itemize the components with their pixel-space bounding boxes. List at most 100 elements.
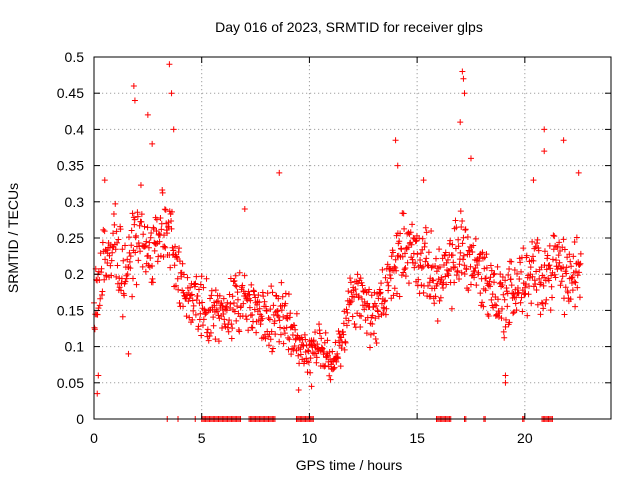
data-point: [324, 352, 331, 359]
data-point: [560, 236, 567, 243]
data-point: [547, 265, 554, 272]
data-point: [412, 260, 419, 267]
data-point: [106, 252, 113, 259]
data-point: [396, 238, 403, 245]
data-point: [164, 230, 171, 237]
data-point: [571, 278, 578, 285]
data-point: [153, 227, 160, 234]
data-point: [245, 288, 252, 295]
data-point: [213, 298, 220, 305]
data-point: [291, 322, 298, 329]
data-point: [444, 256, 451, 263]
data-point: [567, 258, 574, 265]
data-point: [180, 303, 187, 310]
data-point: [216, 292, 223, 299]
data-point: [477, 290, 484, 297]
data-point: [462, 226, 469, 233]
data-point: [524, 312, 531, 319]
data-point: [494, 263, 501, 270]
data-point: [283, 315, 290, 322]
data-point: [390, 249, 397, 256]
data-point: [442, 249, 449, 256]
data-point: [525, 291, 532, 298]
data-point: [434, 317, 441, 324]
data-point: [101, 276, 108, 283]
data-point: [408, 241, 415, 248]
data-point: [392, 264, 399, 271]
data-point: [111, 221, 118, 228]
data-point: [220, 295, 227, 302]
data-point: [401, 250, 408, 257]
data-point: [342, 339, 349, 346]
data-point: [434, 280, 441, 287]
data-point: [516, 275, 523, 282]
data-point: [127, 253, 134, 260]
data-point: [418, 282, 425, 289]
data-point: [488, 267, 495, 274]
data-point: [198, 332, 205, 339]
data-point: [343, 306, 350, 313]
data-point: [541, 248, 548, 255]
data-point: [297, 351, 304, 358]
data-point: [388, 253, 395, 260]
y-tick-label: 0.2: [65, 266, 85, 282]
data-point: [538, 264, 545, 271]
data-point: [316, 330, 323, 337]
data-point: [576, 294, 583, 301]
data-point: [153, 216, 160, 223]
data-point: [291, 342, 298, 349]
data-point: [125, 350, 132, 357]
data-point: [186, 295, 193, 302]
data-point: [168, 208, 175, 215]
data-point: [399, 253, 406, 260]
data-point: [160, 253, 167, 260]
data-point: [436, 246, 443, 253]
data-point: [215, 338, 222, 345]
data-point: [464, 233, 471, 240]
y-axis-label: SRMTID / TECUs: [5, 183, 21, 293]
data-point: [535, 247, 542, 254]
data-point: [185, 298, 192, 305]
y-tick-label: 0.25: [57, 230, 84, 246]
data-point: [227, 275, 234, 282]
data-point: [245, 327, 252, 334]
data-point: [436, 264, 443, 271]
data-point: [121, 292, 128, 299]
data-point: [308, 383, 315, 390]
data-point: [274, 307, 281, 314]
data-point: [530, 257, 537, 264]
data-point: [483, 264, 490, 271]
data-point: [276, 338, 283, 345]
data-point: [480, 303, 487, 310]
data-point: [281, 325, 288, 332]
data-point: [109, 249, 116, 256]
data-point: [117, 226, 124, 233]
data-point: [145, 244, 152, 251]
data-point: [534, 301, 541, 308]
data-point: [504, 303, 511, 310]
data-point: [367, 331, 374, 338]
data-point: [248, 281, 255, 288]
data-point: [266, 316, 273, 323]
data-point: [506, 266, 513, 273]
data-point: [341, 346, 348, 353]
data-point: [423, 229, 430, 236]
data-point: [370, 303, 377, 310]
data-point: [364, 300, 371, 307]
data-point: [310, 337, 317, 344]
axes: [93, 56, 612, 420]
data-point: [131, 97, 138, 104]
data-point: [180, 289, 187, 296]
data-point: [533, 268, 540, 275]
data-point: [251, 306, 258, 313]
data-point: [118, 287, 125, 294]
data-point: [373, 302, 380, 309]
data-point: [410, 234, 417, 241]
data-point: [309, 349, 316, 356]
data-point: [335, 328, 342, 335]
data-point: [206, 332, 213, 339]
data-point: [514, 285, 521, 292]
data-point: [144, 111, 151, 118]
data-point: [119, 313, 126, 320]
data-point: [135, 257, 142, 264]
